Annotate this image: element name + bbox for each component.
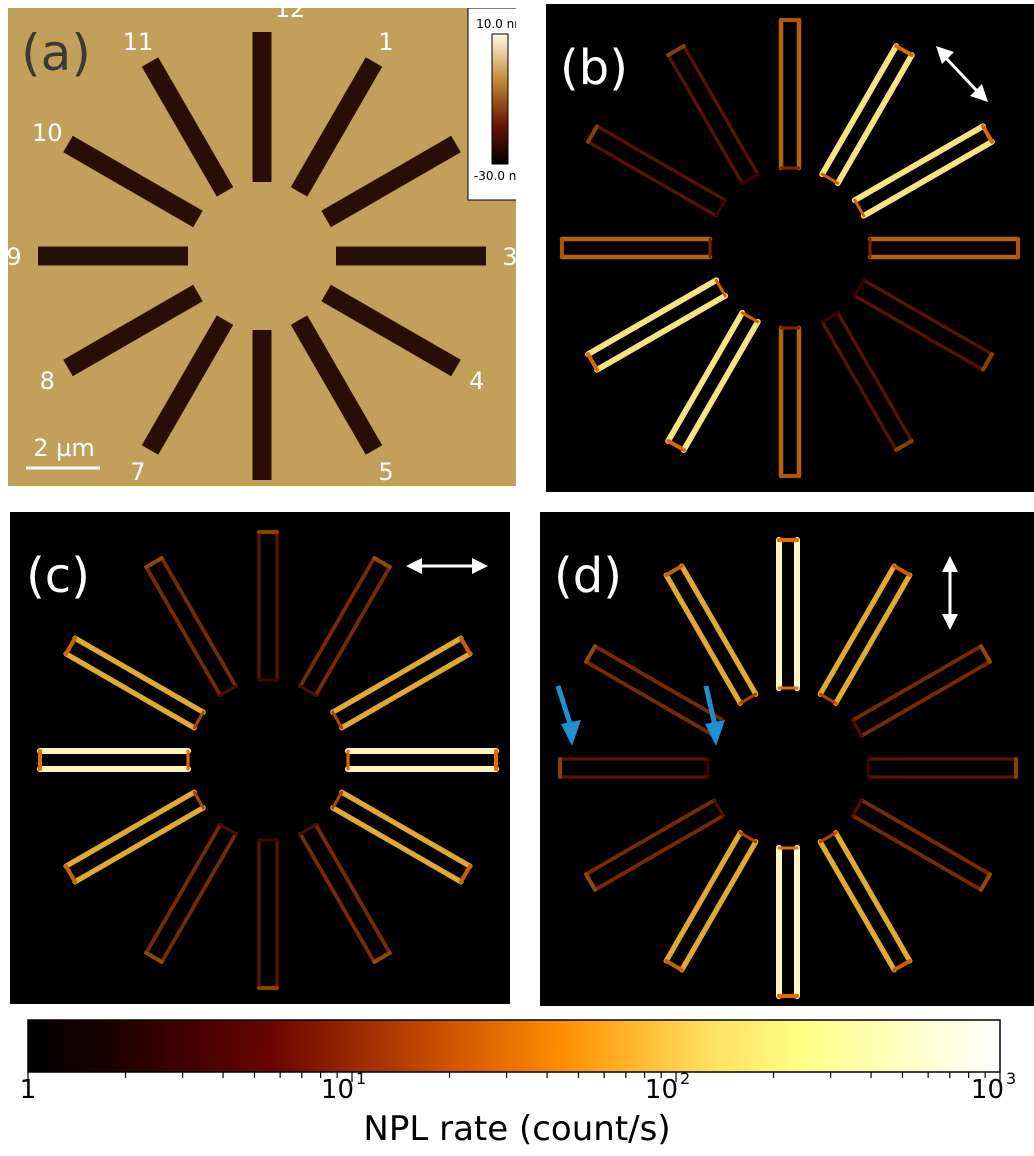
- slit-signal-1: [819, 43, 915, 187]
- slit-signal-10: [63, 635, 206, 731]
- npl-map-vertical: (d): [540, 512, 1034, 1006]
- afm-slit-4: [321, 284, 461, 377]
- slit-number-3: 3: [502, 243, 516, 271]
- colorbar-graphic: 1 10 1 10 2 10 3 NPL rate (count/s): [20, 1019, 1016, 1149]
- slit-signal-5: [298, 822, 392, 964]
- panel-c-label: (c): [26, 548, 90, 604]
- slit-number-4: 4: [469, 367, 484, 395]
- slit-signal-8: [63, 789, 206, 885]
- slit-signal-7: [144, 822, 238, 964]
- slit-signal-12: [257, 530, 279, 682]
- blue-arrow-1: [555, 685, 581, 746]
- slit-signal-11: [663, 563, 759, 706]
- slit-number-9: 9: [8, 243, 22, 271]
- slit-number-7: 7: [130, 458, 145, 486]
- blue-arrow-2: [703, 685, 725, 746]
- slit-signal-1: [817, 563, 913, 706]
- slit-number-8: 8: [40, 367, 55, 395]
- slit-signal-9: [37, 748, 191, 772]
- slit-signal-6: [778, 325, 802, 479]
- slit-signal-3: [866, 757, 1018, 779]
- panel-a-label: (a): [21, 24, 91, 82]
- slit-signal-11: [666, 44, 760, 185]
- slit-signal-12: [778, 17, 802, 171]
- slit-signal-8: [585, 277, 729, 373]
- slit-signal-7: [665, 309, 761, 453]
- afm-slit-10: [63, 135, 203, 228]
- slit-signal-7: [663, 830, 759, 973]
- slit-signal-5: [817, 830, 913, 973]
- polarization-arrow: [936, 46, 988, 102]
- colorbar-tick-label-100-base: 10: [645, 1075, 678, 1105]
- slit-signal-11: [144, 556, 238, 698]
- slit-signal-2: [850, 644, 992, 738]
- panel-d-label: (d): [554, 548, 622, 604]
- colorbar-tick-label-10-base: 10: [321, 1075, 354, 1105]
- slit-signal-4: [853, 278, 994, 372]
- afm-slit-2: [321, 135, 461, 228]
- afm-slit-11: [141, 57, 234, 197]
- colorbar-tick-label-100-exp: 2: [680, 1069, 690, 1088]
- scale-bar-label: 2 µm: [33, 434, 95, 462]
- slit-signal-8: [584, 798, 726, 892]
- afm-colorbar-min-label: -30.0 nm: [474, 169, 516, 183]
- afm-slit-5: [290, 315, 383, 455]
- colorbar-tick-label-1000-base: 10: [971, 1075, 1004, 1105]
- npl-map-diagonal: (b): [546, 4, 1034, 492]
- afm-slit-7: [141, 315, 234, 455]
- colorbar-axis-label: NPL rate (count/s): [363, 1109, 670, 1149]
- slit-signal-2: [851, 123, 995, 219]
- slit-signal-3: [867, 236, 1021, 260]
- colorbar-bar: [27, 1019, 1001, 1073]
- slit-signal-4: [330, 789, 473, 885]
- afm-slit-1: [290, 57, 383, 197]
- colorbar-tick-label-1000-exp: 3: [1006, 1069, 1016, 1088]
- colorbar-tick-label-10-exp: 1: [356, 1069, 366, 1088]
- afm-colorbar-max-label: 10.0 nm: [476, 17, 516, 31]
- slit-number-11: 11: [123, 28, 154, 56]
- slit-signal-4: [850, 798, 992, 892]
- slit-number-12: 12: [275, 8, 306, 23]
- panel-b-label: (b): [560, 40, 628, 96]
- colorbar-tick-label-1: 1: [20, 1075, 37, 1105]
- polarization-arrow: [406, 558, 488, 574]
- slit-number-5: 5: [378, 458, 393, 486]
- slit-signal-1: [298, 556, 392, 698]
- slit-signal-10: [586, 124, 727, 218]
- panel-c-npl-map: (c): [10, 512, 510, 1004]
- slit-signal-9: [559, 236, 713, 260]
- slit-number-10: 10: [32, 119, 63, 147]
- slit-signal-6: [776, 845, 800, 999]
- polarization-arrow: [942, 556, 958, 630]
- slit-signal-2: [330, 635, 473, 731]
- npl-map-horizontal: (c): [10, 512, 510, 1004]
- npl-rate-colorbar: 1 10 1 10 2 10 3 NPL rate (count/s): [0, 1010, 1034, 1152]
- map-background: [546, 4, 1034, 492]
- slit-number-1: 1: [378, 28, 393, 56]
- panel-d-npl-map: (d): [540, 512, 1034, 1006]
- colorbar-ticks: [27, 1072, 1001, 1082]
- afm-colorbar: [491, 33, 509, 165]
- slit-signal-9: [558, 757, 710, 779]
- afm-slit-8: [63, 284, 203, 377]
- slit-signal-12: [776, 537, 800, 691]
- slit-signal-5: [820, 311, 914, 452]
- panel-b-npl-map: (b): [546, 4, 1034, 492]
- slit-signal-3: [345, 748, 499, 772]
- slit-signal-6: [257, 838, 279, 990]
